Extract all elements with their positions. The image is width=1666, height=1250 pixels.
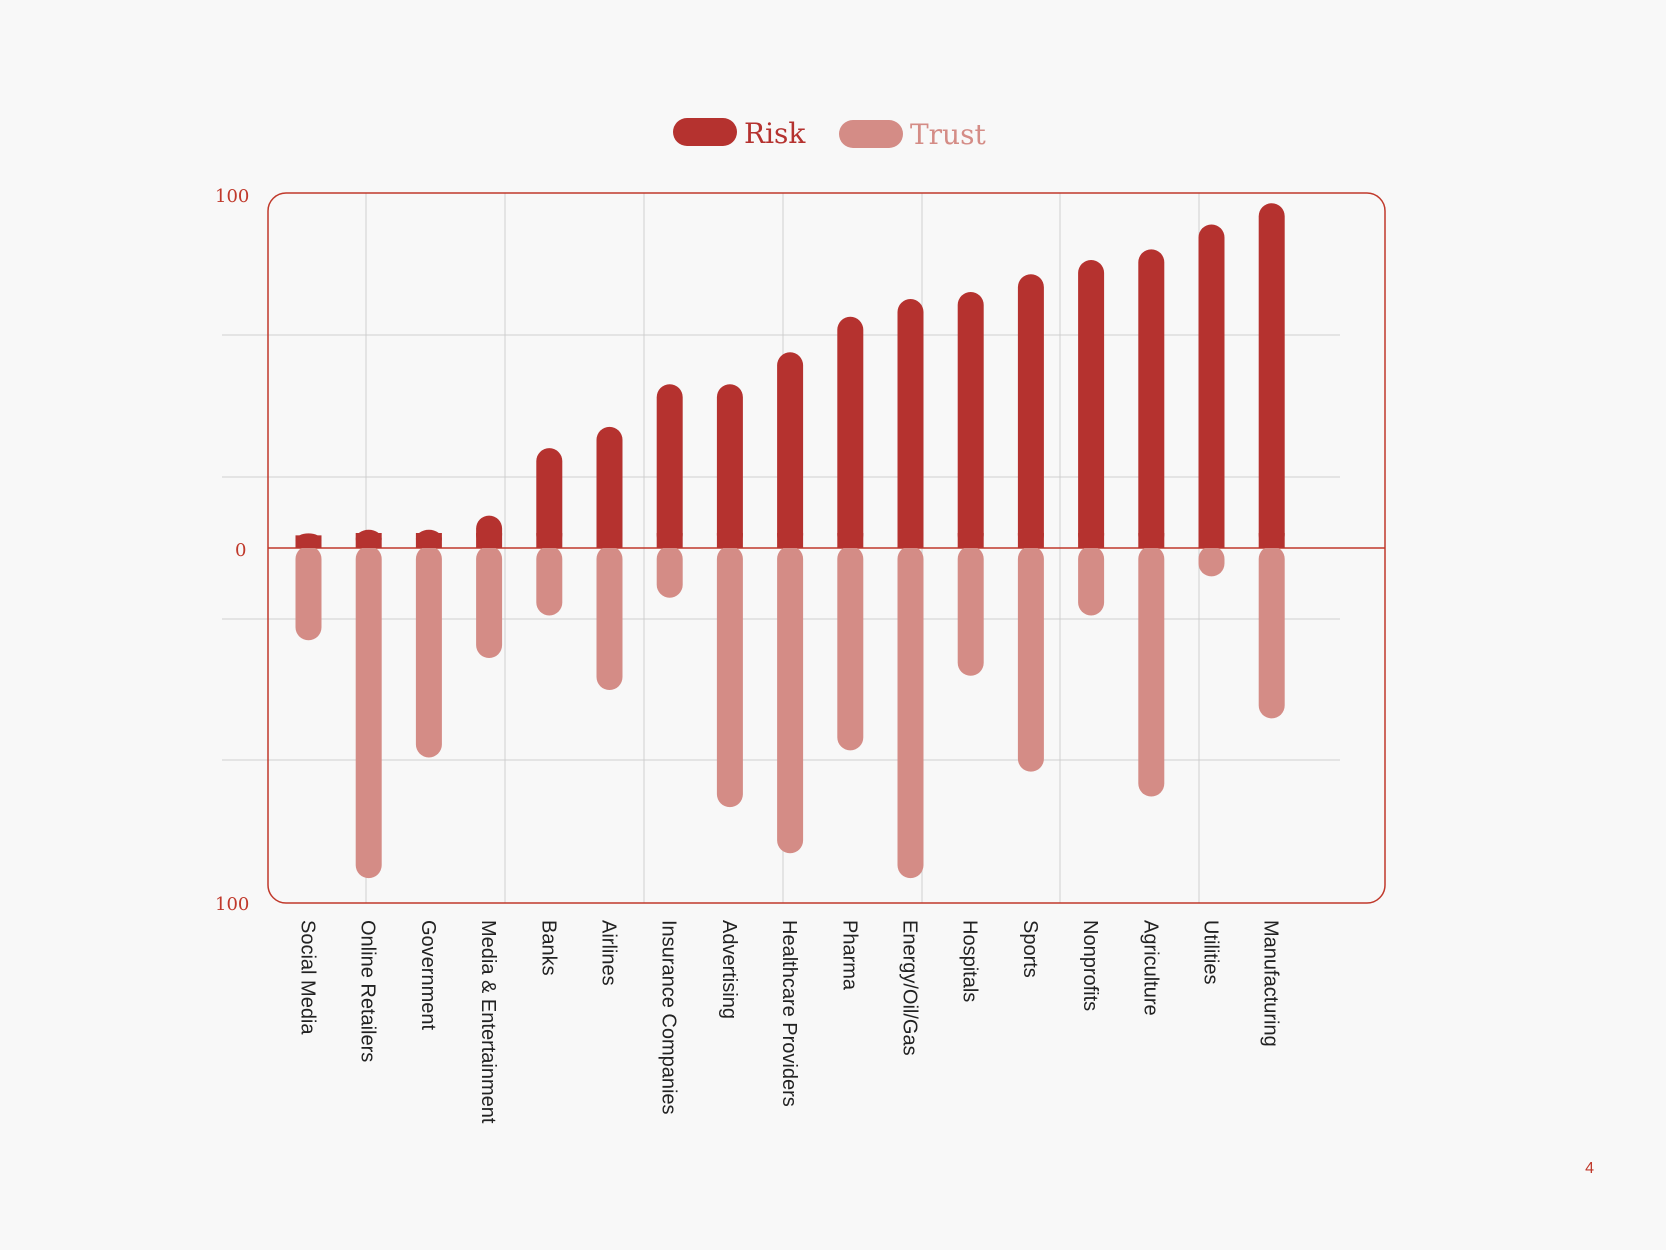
page-number: 4 (1585, 1160, 1594, 1177)
risk-bar-nonprofits (1078, 260, 1105, 548)
trust-bar-nonprofits (1078, 546, 1105, 616)
risk-bar-base-hospitals (957, 533, 984, 548)
legend-trust-label: Trust (910, 118, 986, 151)
trust-bar-hospitals (957, 546, 984, 676)
category-labels: Social Media Online Retailers Government Me… (297, 920, 1282, 1124)
risk-bar-insurance-companies (656, 384, 683, 548)
risk-bar-base-media-entertainment (476, 533, 503, 548)
y-tick-zero: 0 (235, 540, 246, 561)
legend-risk: Risk (673, 117, 806, 150)
risk-bar-base-energy-oil-gas (897, 533, 924, 548)
trust-bar-manufacturing (1258, 546, 1285, 719)
risk-bar-healthcare-providers (777, 352, 804, 548)
risk-bar-base-online-retailers (355, 533, 382, 548)
category-label-nonprofits: Nonprofits (1079, 920, 1101, 1011)
risk-bar-airlines (596, 426, 623, 548)
category-label-pharma: Pharma (838, 920, 860, 991)
y-tick-top: 100 (215, 186, 249, 207)
category-label-airlines: Airlines (598, 920, 620, 986)
risk-bar-base-social-media (295, 535, 322, 548)
risk-bar-base-utilities (1198, 533, 1225, 548)
risk-bar-pharma (837, 316, 864, 548)
y-tick-bottom: 100 (215, 894, 249, 915)
trust-bar-healthcare-providers (777, 546, 804, 854)
legend-risk-label: Risk (744, 117, 806, 150)
risk-bar-base-agriculture (1138, 533, 1165, 548)
bars (295, 203, 1285, 879)
category-label-social-media: Social Media (297, 920, 319, 1035)
category-label-media-entertainment: Media & Entertainment (477, 920, 499, 1124)
category-label-manufacturing: Manufacturing (1260, 920, 1282, 1047)
trust-bar-utilities (1198, 546, 1225, 577)
category-label-hospitals: Hospitals (959, 920, 981, 1002)
trust-bar-agriculture (1138, 546, 1165, 797)
trust-bar-banks (536, 546, 563, 616)
trust-bar-pharma (837, 546, 864, 751)
risk-bar-base-banks (536, 533, 563, 548)
risk-bar-base-airlines (596, 533, 623, 548)
risk-bar-agriculture (1138, 249, 1165, 548)
risk-bar-sports (1017, 274, 1044, 548)
category-label-energy-oil-gas: Energy/Oil/Gas (899, 920, 921, 1056)
category-label-healthcare-providers: Healthcare Providers (778, 920, 800, 1107)
risk-bar-base-pharma (837, 533, 864, 548)
category-label-sports: Sports (1019, 920, 1041, 978)
risk-bar-manufacturing (1258, 203, 1285, 548)
trust-bar-online-retailers (355, 546, 382, 879)
risk-bar-base-insurance-companies (656, 533, 683, 548)
legend-risk-swatch (673, 118, 737, 146)
risk-bar-utilities (1198, 224, 1225, 548)
risk-bar-base-manufacturing (1258, 533, 1285, 548)
risk-bar-base-government (415, 533, 442, 548)
category-label-insurance-companies: Insurance Companies (658, 920, 680, 1115)
category-label-government: Government (417, 920, 439, 1030)
trust-bar-advertising (716, 546, 743, 808)
legend-trust: Trust (839, 118, 986, 151)
risk-bar-base-healthcare-providers (777, 533, 804, 548)
risk-bar-advertising (716, 384, 743, 548)
trust-bar-government (415, 546, 442, 758)
category-label-agriculture: Agriculture (1139, 920, 1161, 1016)
risk-bar-hospitals (957, 291, 984, 548)
trust-bar-media-entertainment (476, 546, 503, 659)
category-label-banks: Banks (537, 920, 559, 976)
risk-bar-energy-oil-gas (897, 299, 924, 548)
trust-bar-sports (1017, 546, 1044, 772)
category-label-online-retailers: Online Retailers (357, 920, 379, 1062)
risk-bar-base-nonprofits (1078, 533, 1105, 548)
category-label-advertising: Advertising (718, 920, 740, 1019)
trust-bar-insurance-companies (656, 546, 683, 598)
risk-bar-base-advertising (716, 533, 743, 548)
legend: Risk Trust (673, 117, 986, 151)
trust-bar-social-media (295, 546, 322, 641)
legend-trust-swatch (839, 120, 903, 148)
risk-bar-banks (536, 448, 563, 548)
trust-bar-airlines (596, 546, 623, 690)
trust-bar-energy-oil-gas (897, 546, 924, 879)
risk-bar-base-sports (1017, 533, 1044, 548)
category-label-utilities: Utilities (1200, 920, 1222, 984)
